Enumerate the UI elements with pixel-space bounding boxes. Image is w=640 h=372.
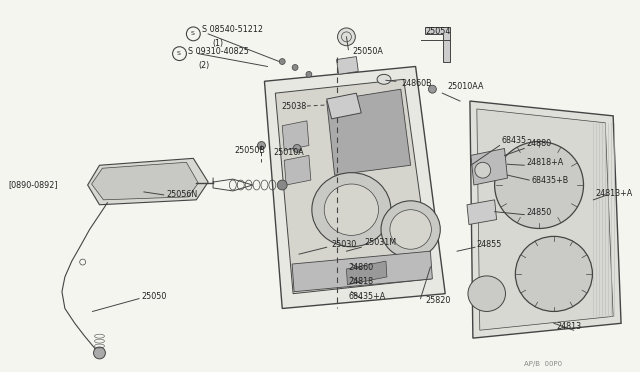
Text: 25056N: 25056N [166, 190, 198, 199]
Circle shape [277, 180, 287, 190]
Text: 24850: 24850 [526, 208, 552, 217]
Text: 68435+A: 68435+A [348, 292, 386, 301]
Ellipse shape [324, 184, 378, 235]
Polygon shape [282, 121, 309, 150]
Ellipse shape [468, 276, 506, 311]
Text: 25038: 25038 [282, 102, 307, 112]
Polygon shape [467, 200, 497, 225]
Text: 24855: 24855 [477, 240, 502, 249]
Polygon shape [477, 109, 613, 330]
Ellipse shape [381, 201, 440, 258]
Text: 24880: 24880 [526, 139, 551, 148]
Circle shape [428, 85, 436, 93]
Text: 25030: 25030 [332, 240, 357, 249]
Text: 25054: 25054 [426, 28, 451, 36]
Text: 25010AA: 25010AA [447, 82, 484, 91]
Polygon shape [292, 251, 433, 292]
Text: 24813: 24813 [557, 322, 582, 331]
Ellipse shape [312, 173, 391, 247]
Text: 24818+A: 24818+A [526, 158, 563, 167]
Circle shape [93, 347, 106, 359]
Circle shape [306, 71, 312, 77]
Text: 25050A: 25050A [353, 47, 383, 56]
Ellipse shape [377, 74, 391, 84]
Ellipse shape [495, 142, 584, 228]
Text: S 09310-40825: S 09310-40825 [188, 47, 249, 56]
Text: 24860B: 24860B [402, 79, 433, 88]
Circle shape [293, 144, 301, 153]
Text: S 08540-51212: S 08540-51212 [202, 25, 263, 35]
Text: 24813+A: 24813+A [595, 189, 632, 198]
Text: 24818: 24818 [348, 277, 374, 286]
Circle shape [257, 142, 266, 150]
Circle shape [337, 28, 355, 46]
Polygon shape [284, 155, 311, 185]
Polygon shape [346, 261, 387, 285]
Text: 68435: 68435 [502, 136, 527, 145]
Polygon shape [326, 93, 361, 119]
Polygon shape [337, 57, 358, 74]
Text: 25031M: 25031M [364, 238, 396, 247]
Text: AP/B  00P0: AP/B 00P0 [524, 361, 563, 367]
Text: 25820: 25820 [426, 296, 451, 305]
Ellipse shape [390, 210, 431, 249]
Ellipse shape [515, 236, 593, 311]
Text: (2): (2) [198, 61, 209, 70]
Polygon shape [471, 148, 508, 185]
Polygon shape [426, 27, 450, 61]
Text: (1): (1) [212, 39, 223, 48]
Circle shape [475, 162, 491, 178]
Text: 68435+B: 68435+B [531, 176, 568, 185]
Text: 25050B: 25050B [235, 146, 266, 155]
Polygon shape [470, 101, 621, 338]
Polygon shape [326, 89, 411, 175]
Text: [0890-0892]: [0890-0892] [8, 180, 58, 189]
Text: S: S [177, 51, 180, 56]
Text: S: S [190, 31, 195, 36]
Polygon shape [275, 79, 431, 294]
Polygon shape [264, 67, 445, 308]
Text: 24860: 24860 [348, 263, 374, 272]
Text: 25010A: 25010A [273, 148, 304, 157]
Circle shape [279, 58, 285, 64]
Polygon shape [92, 162, 198, 200]
Circle shape [292, 64, 298, 70]
Polygon shape [88, 158, 208, 205]
Text: 25050: 25050 [141, 292, 166, 301]
